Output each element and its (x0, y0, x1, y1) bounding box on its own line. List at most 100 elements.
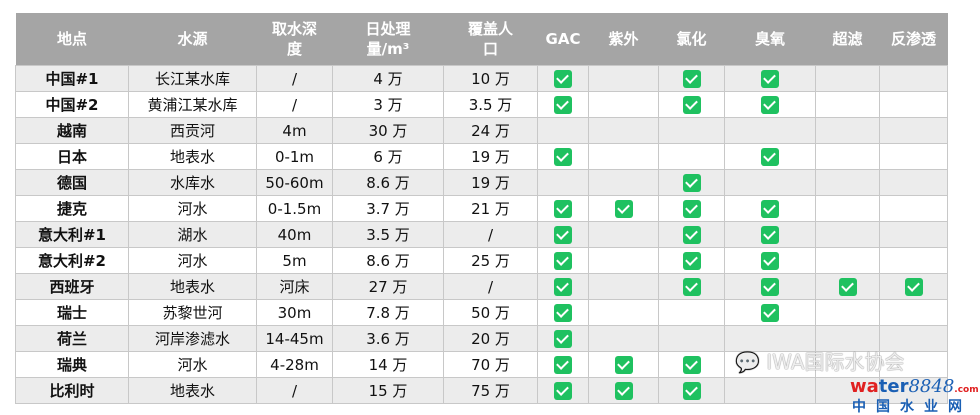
table-row: 越南 西贡河 4m 30 万 24 万 (15, 117, 948, 144)
cell-population: 25 万 (443, 247, 538, 274)
cell-process (658, 65, 725, 92)
checkbox-checked-icon (554, 225, 572, 244)
cell-process (724, 247, 816, 274)
cell-process (588, 143, 659, 170)
checkbox-checked-icon (761, 277, 779, 296)
table-row: 中国#2 黄浦江某水库/3 万 3.5 万 (15, 91, 948, 118)
checkbox-checked-icon (614, 355, 633, 374)
cell-process (815, 169, 880, 196)
cell-process (588, 247, 659, 274)
table-row: 瑞士 苏黎世河 30m 7.8 万 50 万 (15, 299, 948, 326)
cell-depth: 4m (256, 117, 333, 144)
cell-process (879, 273, 948, 300)
cell-process (724, 143, 816, 170)
cell-population: 50 万 (443, 299, 538, 326)
cell-process (537, 169, 589, 196)
cell-process (537, 91, 589, 118)
column-header: 日处理量/m³ (332, 13, 444, 66)
cell-process (815, 91, 880, 118)
watermark-site-logo: water8848.com (850, 376, 979, 397)
checkbox-checked-icon (554, 199, 572, 218)
cell-process (658, 143, 725, 170)
cell-capacity: 27 万 (332, 273, 444, 300)
cell-process (537, 325, 589, 352)
cell-process (588, 91, 659, 118)
cell-loc: 中国#1 (15, 65, 129, 92)
cell-loc: 意大利#1 (15, 221, 129, 248)
cell-source: 苏黎世河 (128, 299, 257, 326)
cell-process (724, 325, 816, 352)
checkbox-checked-icon (761, 225, 779, 244)
checkbox-checked-icon (554, 69, 572, 88)
cell-process (537, 117, 589, 144)
cell-loc: 比利时 (15, 377, 129, 404)
cell-process (658, 273, 725, 300)
cell-process (724, 195, 816, 222)
cell-process (588, 351, 659, 378)
cell-source: 河水 (128, 195, 257, 222)
cell-source: 河岸渗滤水 (128, 325, 257, 352)
checkbox-checked-icon (554, 95, 572, 114)
checkbox-checked-icon (682, 277, 701, 296)
cell-process (588, 273, 659, 300)
cell-process (658, 195, 725, 222)
column-header: GAC (537, 13, 589, 66)
watermark-wechat: 💬 IWA国际水协会 (735, 350, 905, 374)
cell-process (724, 91, 816, 118)
cell-process (815, 351, 880, 378)
checkbox-checked-icon (682, 225, 701, 244)
cell-process (588, 195, 659, 222)
column-header: 臭氧 (724, 13, 816, 66)
cell-source: 黄浦江某水库 (128, 91, 257, 118)
cell-process (588, 65, 659, 92)
cell-process (724, 169, 816, 196)
checkbox-checked-icon (554, 303, 572, 322)
cell-depth: 30m (256, 299, 333, 326)
cell-process (879, 117, 948, 144)
column-header: 氯化 (658, 13, 725, 66)
checkbox-checked-icon (838, 277, 857, 296)
cell-source: 河水 (128, 351, 257, 378)
cell-process (815, 221, 880, 248)
cell-process (537, 273, 589, 300)
column-header: 取水深度 (256, 13, 333, 66)
cell-capacity: 30 万 (332, 117, 444, 144)
cell-process (815, 273, 880, 300)
checkbox-checked-icon (554, 329, 572, 348)
cell-capacity: 8.6 万 (332, 169, 444, 196)
cell-process (537, 65, 589, 92)
table-row: 捷克 河水 0-1.5m 3.7 万 21 万 (15, 195, 948, 222)
cell-source: 西贡河 (128, 117, 257, 144)
cell-loc: 捷克 (15, 195, 129, 222)
cell-process (537, 143, 589, 170)
checkbox-checked-icon (682, 95, 701, 114)
cell-source: 长江某水库 (128, 65, 257, 92)
checkbox-checked-icon (761, 251, 779, 270)
cell-process (588, 169, 659, 196)
cell-process (588, 325, 659, 352)
cell-loc: 西班牙 (15, 273, 129, 300)
cell-depth: 14-45m (256, 325, 333, 352)
cell-process (879, 143, 948, 170)
cell-capacity: 4 万 (332, 65, 444, 92)
cell-source: 地表水 (128, 273, 257, 300)
cell-process (879, 351, 948, 378)
cell-population: 24 万 (443, 117, 538, 144)
cell-depth: 50-60m (256, 169, 333, 196)
table-row: 比利时 地表水/15 万 75 万 (15, 377, 948, 404)
table-row: 意大利#1 湖水 40m 3.5 万 / (15, 221, 948, 248)
cell-process (588, 299, 659, 326)
cell-process (815, 377, 880, 404)
cell-source: 水库水 (128, 169, 257, 196)
cell-population: / (443, 273, 538, 300)
cell-loc: 越南 (15, 117, 129, 144)
checkbox-checked-icon (682, 251, 701, 270)
cell-depth: 河床 (256, 273, 333, 300)
cell-source: 地表水 (128, 143, 257, 170)
cell-process (724, 351, 816, 378)
cell-source: 河水 (128, 247, 257, 274)
column-header: 超滤 (815, 13, 880, 66)
cell-process (879, 247, 948, 274)
checkbox-checked-icon (682, 355, 701, 374)
cell-process (537, 299, 589, 326)
